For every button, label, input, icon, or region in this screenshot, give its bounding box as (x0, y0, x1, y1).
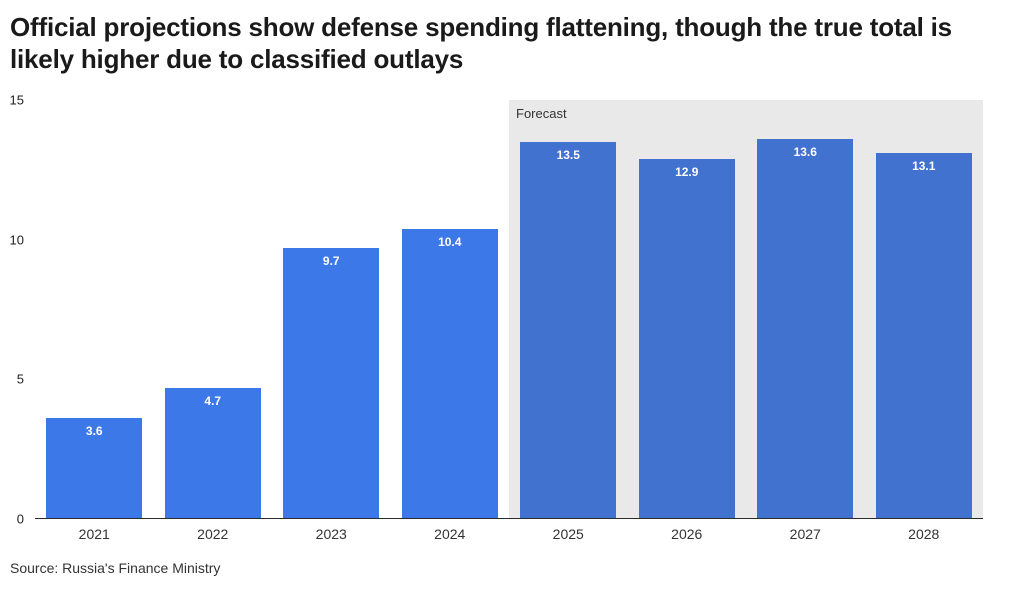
x-axis-line (35, 518, 983, 519)
bar-value-label-2025: 13.5 (556, 147, 580, 162)
bar-slot-2025: 13.5 (509, 100, 628, 519)
x-axis-labels: 2021 2022 2023 2024 2025 2026 2027 2028 (35, 526, 983, 542)
bar-2027: 13.6 (757, 139, 854, 519)
x-axis-label-2026: 2026 (671, 526, 703, 542)
bar-slot-2021: 3.6 (35, 100, 154, 519)
bar-value-label-2024: 10.4 (438, 234, 462, 249)
bar-slot-2027: 13.6 (746, 100, 865, 519)
y-axis-tick-10: 10 (9, 232, 24, 248)
y-axis: 0 5 10 15 (0, 93, 28, 527)
x-axis-label-2028: 2028 (908, 526, 940, 542)
x-axis-label-2025: 2025 (552, 526, 584, 542)
x-axis-label-2023: 2023 (315, 526, 347, 542)
bar-2028: 13.1 (875, 153, 972, 519)
bar-value-label-2022: 4.7 (204, 393, 222, 408)
x-axis-label-2022: 2022 (197, 526, 229, 542)
bar-2021: 3.6 (46, 418, 143, 519)
bar-2023: 9.7 (283, 248, 380, 519)
bar-value-label-2023: 9.7 (322, 254, 340, 269)
plot-area: Forecast 0 5 10 15 3.6 4.7 9.7 10.4 13.5 12.9 13.… (10, 93, 983, 527)
source-note: Source: Russia's Finance Ministry (10, 560, 221, 576)
bar-slot-2026: 12.9 (628, 100, 747, 519)
forecast-band-label: Forecast (516, 106, 567, 121)
bar-slot-2023: 9.7 (272, 100, 391, 519)
y-axis-tick-0: 0 (16, 511, 24, 527)
chart-title: Official projections show defense spendi… (10, 12, 952, 74)
bar-value-label-2021: 3.6 (85, 424, 103, 439)
bar-value-label-2026: 12.9 (675, 164, 699, 179)
bar-2024: 10.4 (401, 228, 498, 519)
x-axis-label-2021: 2021 (78, 526, 110, 542)
bar-2025: 13.5 (520, 141, 617, 519)
bar-2022: 4.7 (164, 387, 261, 519)
bar-2026: 12.9 (638, 158, 735, 519)
bar-slot-2022: 4.7 (154, 100, 273, 519)
x-axis-label-2024: 2024 (434, 526, 466, 542)
bar-value-label-2028: 13.1 (912, 159, 936, 174)
bar-value-label-2027: 13.6 (793, 145, 817, 160)
bar-slot-2028: 13.1 (865, 100, 984, 519)
x-axis-label-2027: 2027 (789, 526, 821, 542)
y-axis-tick-15: 15 (9, 92, 24, 108)
bars-container: 3.6 4.7 9.7 10.4 13.5 12.9 13.6 13.1 (35, 100, 983, 519)
y-axis-tick-5: 5 (16, 371, 24, 387)
bar-slot-2024: 10.4 (391, 100, 510, 519)
